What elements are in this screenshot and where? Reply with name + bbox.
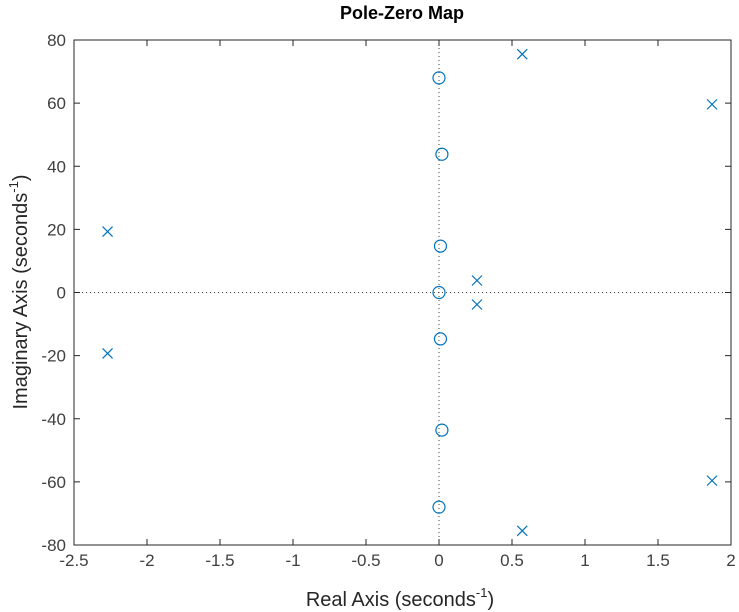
y-tick-label: -40 [41,410,66,429]
pole-marker [471,275,483,286]
y-tick-label: -80 [41,536,66,555]
x-tick-label: 0.5 [500,551,524,570]
pole-marker [102,347,114,359]
x-axis-title-text: Real Axis (seconds [306,589,476,611]
y-tick-label: -20 [41,347,66,366]
x-axis-title: Real Axis (seconds-1) [306,585,494,611]
pole-marker [471,299,483,310]
x-tick-label: -1 [285,551,300,570]
plot-frame [73,39,732,546]
zero-marker [432,285,446,300]
x-tick-label: 1 [580,551,589,570]
zero-marker [433,332,448,346]
pole-marker [102,226,114,238]
y-tick-labels: -80 -60 -40 -20 0 20 40 60 80 [41,31,66,555]
x-axis-title-close: ) [487,589,494,611]
x-tick-labels: -2.5 -2 -1.5 -1 -0.5 0 0.5 1 1.5 2 [59,551,735,570]
zero-marker [432,500,446,514]
x-tick-label: 1.5 [646,551,670,570]
reference-lines [74,40,731,545]
y-axis-title: Imaginary Axis (seconds-1) [6,175,32,410]
chart-title: Pole-Zero Map [340,3,464,23]
y-axis-title-close: ) [10,175,32,182]
y-tick-label: 40 [47,157,66,176]
y-tick-label: 20 [47,220,66,239]
y-tick-label: -60 [41,473,66,492]
zero-marker [435,147,449,161]
x-tick-label: 2 [726,551,735,570]
y-axis-title-exponent: -1 [6,181,21,193]
y-tick-label: 60 [47,94,66,113]
markers [102,48,718,537]
zero-marker [432,71,446,85]
pole-marker [706,98,718,110]
x-tick-label: -2 [139,551,154,570]
y-tick-label: 80 [47,31,66,50]
x-tick-label: -1.5 [205,551,234,570]
pole-marker [516,48,528,60]
pole-marker [706,475,718,487]
y-tick-label: 0 [57,284,66,303]
zero-marker [433,239,448,253]
x-tick-label: -2.5 [59,551,88,570]
pole-marker [516,525,528,537]
y-axis-title-text: Imaginary Axis (seconds [10,193,32,410]
x-tick-label: -0.5 [351,551,380,570]
x-axis-title-exponent: -1 [476,585,488,600]
zero-marker [435,423,449,437]
x-tick-label: 0 [434,551,443,570]
